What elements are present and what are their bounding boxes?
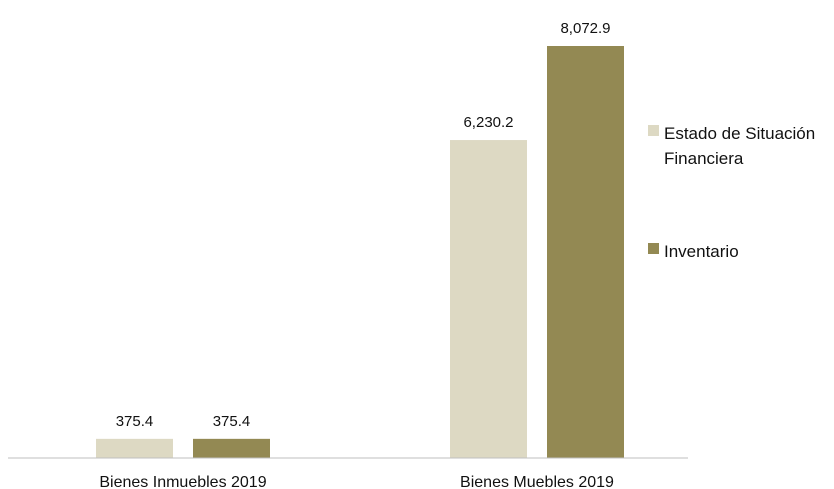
legend-label-0: Estado de Situación Financiera bbox=[664, 124, 815, 168]
category-labels-group: Bienes Inmuebles 2019 Bienes Muebles 2019 bbox=[99, 474, 614, 489]
data-labels-group: 375.4 375.4 6,230.2 8,072.9 bbox=[116, 20, 611, 430]
bars-group bbox=[96, 46, 624, 458]
data-label-0-1: 6,230.2 bbox=[463, 114, 513, 131]
bar-inventario-0 bbox=[193, 438, 270, 458]
bar-inventario-1 bbox=[547, 46, 624, 458]
data-label-0-0: 375.4 bbox=[116, 413, 154, 430]
data-label-1-1: 8,072.9 bbox=[560, 20, 610, 37]
legend-swatch-0 bbox=[648, 125, 659, 136]
legend: Estado de Situación Financiera Inventario bbox=[648, 124, 815, 261]
legend-swatch-1 bbox=[648, 243, 659, 254]
bar-estado-0 bbox=[96, 438, 173, 458]
category-label-1: Bienes Muebles 2019 bbox=[460, 474, 614, 489]
bar-estado-1 bbox=[450, 140, 527, 458]
data-label-1-0: 375.4 bbox=[213, 413, 251, 430]
category-label-0: Bienes Inmuebles 2019 bbox=[99, 474, 266, 489]
legend-label-1: Inventario bbox=[664, 242, 739, 261]
